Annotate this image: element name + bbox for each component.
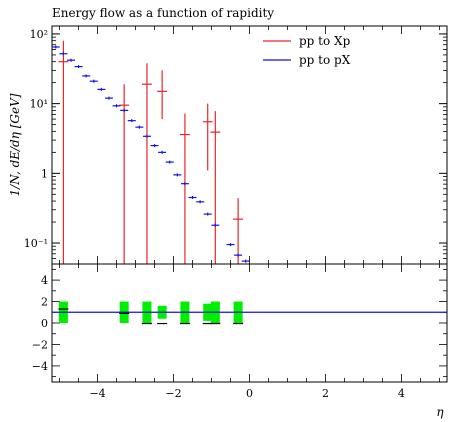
legend: pp to Xp pp to pX — [263, 34, 351, 67]
chart-title: Energy flow as a function of rapidity — [52, 6, 274, 20]
ratio-y-tick-label: −2 — [32, 338, 48, 351]
y-axis-label: 1/N, dE/dη [GeV] — [8, 93, 22, 196]
x-tick-label: −4 — [89, 387, 105, 400]
series-pp-to-px — [51, 45, 250, 263]
ratio-y-tick-label: 4 — [41, 274, 48, 287]
main-x-ticks — [59, 26, 440, 264]
x-axis: −4 −2 0 2 4 — [59, 264, 440, 400]
ratio-y-tick-label: 0 — [41, 317, 48, 330]
x-tick-label: −2 — [165, 387, 181, 400]
legend-label-pp-to-px: pp to pX — [299, 53, 351, 67]
x-tick-label: 0 — [246, 387, 253, 400]
y-tick-label: 10² — [30, 28, 48, 41]
x-axis-label: η — [436, 405, 444, 419]
ratio-y-tick-label: −4 — [32, 360, 48, 373]
main-plot-frame — [51, 25, 448, 265]
legend-label-pp-to-xp: pp to Xp — [299, 34, 351, 48]
x-tick-label: 4 — [398, 387, 405, 400]
y-tick-label: 1 — [41, 167, 48, 180]
series-pp-to-xp — [58, 40, 244, 264]
y-tick-label: 10⁻¹ — [24, 237, 48, 250]
x-tick-label: 2 — [322, 387, 329, 400]
ratio-panel: −4 −2 0 2 4 −4 −2 0 2 4 — [32, 263, 448, 400]
ratio-points — [58, 308, 244, 325]
y-tick-label: 10¹ — [30, 98, 48, 111]
ratio-plot-frame — [51, 263, 448, 383]
main-y-axis: 10⁻¹ 1 10¹ 10² — [24, 28, 447, 259]
ratio-y-axis: −4 −2 0 2 4 — [32, 268, 447, 378]
ratio-y-tick-label: 2 — [41, 296, 48, 309]
main-panel: 10⁻¹ 1 10¹ 10² — [24, 25, 448, 265]
